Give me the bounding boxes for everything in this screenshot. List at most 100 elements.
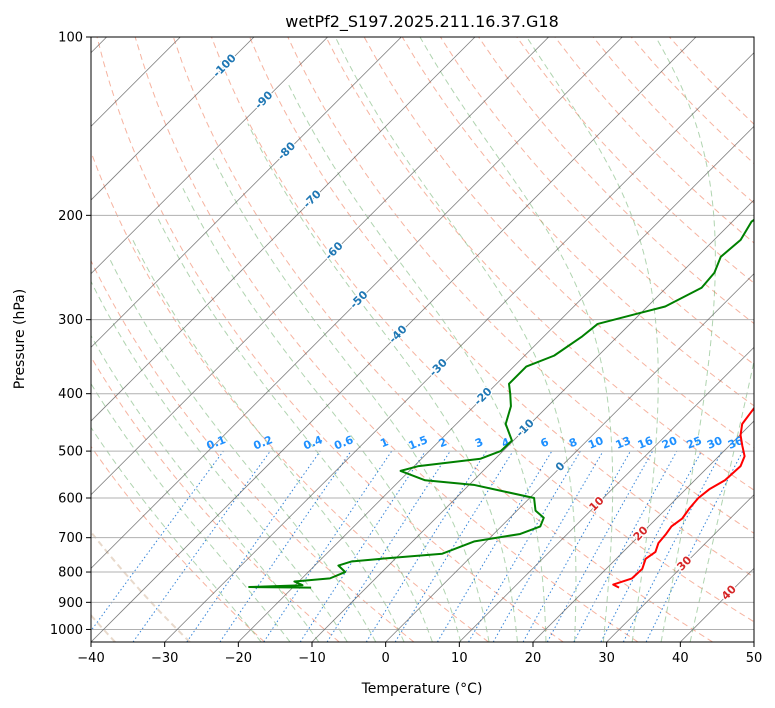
- moist-adiabat-line: [655, 37, 716, 642]
- isotherm-label: -100: [210, 51, 239, 80]
- mixing-ratio-label: 10: [586, 434, 605, 452]
- dry-adiabat-line: [478, 37, 754, 325]
- moist-adiabat-line: [287, 83, 547, 642]
- x-tick-label: −20: [225, 651, 252, 666]
- y-tick-label: 400: [58, 387, 83, 402]
- y-tick-label: 700: [58, 531, 83, 546]
- mixing-ratio-line: [600, 450, 702, 642]
- plot-area: 0.1 0.2 0.4 0.6 1 1.5 2 3 4 6 8 10 13 16 20 25 30 36-100-…: [91, 37, 754, 642]
- dry-adiabat-line: [287, 37, 754, 534]
- dry-adiabat-line: [211, 37, 754, 623]
- moist-adiabat-line: [247, 123, 518, 642]
- temperature-profile: [612, 406, 754, 589]
- y-tick-label: 600: [58, 492, 83, 507]
- mixing-ratio-label: 0.2: [251, 433, 274, 452]
- dry-adiabat-line: [91, 356, 340, 642]
- dry-adiabats: [91, 37, 754, 642]
- isotherms: [91, 37, 754, 642]
- x-tick-label: −40: [77, 651, 104, 666]
- x-axis-ticks: −40 −30 −20 −10 0 10 20 30 40 50: [77, 642, 762, 666]
- adiabat-label: 30: [674, 553, 694, 573]
- moist-adiabat-line: [155, 215, 433, 642]
- dry-adiabat-line: [91, 445, 265, 642]
- mixing-ratio-label: 3: [473, 435, 485, 450]
- isotherm-line: [164, 52, 754, 642]
- dry-adiabat-line: [516, 37, 754, 284]
- mixing-ratio-line: [263, 450, 393, 642]
- isotherm-line: [91, 37, 623, 569]
- dry-adiabat-line: [91, 150, 489, 642]
- dry-adiabat-line: [630, 37, 754, 165]
- chart-title: wetPf2_S197.2025.211.16.37.G18: [285, 12, 559, 32]
- mixing-ratio-line: [436, 450, 553, 642]
- y-tick-label: 200: [58, 209, 83, 224]
- moist-adiabat-line: [108, 256, 377, 642]
- isotherm-label: 0: [553, 459, 568, 474]
- mixing-ratio-label: 30: [705, 434, 724, 452]
- mixing-ratio-line: [132, 450, 271, 642]
- dry-adiabat-line: [172, 37, 713, 642]
- y-tick-label: 900: [58, 596, 83, 611]
- isotherm-line: [91, 37, 255, 201]
- mixing-ratio-label: 0.1: [205, 433, 228, 452]
- x-tick-label: 10: [451, 651, 468, 666]
- dry-adiabat-line: [592, 37, 754, 204]
- isotherm-line: [753, 641, 754, 642]
- dry-adiabat-line: [554, 37, 754, 244]
- isotherm-label: -80: [275, 139, 298, 162]
- adiabat-label: 40: [719, 582, 739, 602]
- moist-adiabat-line: [91, 426, 262, 642]
- mixing-ratio-line: [91, 450, 224, 632]
- isotherm-label: -60: [322, 239, 345, 262]
- isotherm-line: [91, 37, 476, 422]
- moist-adiabat-line: [334, 37, 577, 642]
- isotherm-line: [238, 125, 754, 642]
- x-tick-label: −10: [298, 651, 325, 666]
- isotherm-line: [91, 37, 549, 496]
- mixing-ratio-label: 16: [636, 434, 655, 452]
- moist-adiabat-line: [419, 37, 614, 642]
- isotherm-line: [532, 420, 754, 642]
- dry-adiabat-line: [363, 37, 754, 449]
- isotherm-line: [91, 37, 402, 348]
- moist-adiabats: [91, 37, 754, 642]
- isotherm-line: [91, 37, 328, 275]
- dry-adiabat-line: [96, 37, 564, 642]
- x-tick-label: 40: [672, 651, 689, 666]
- mixing-ratio-label: 8: [567, 435, 579, 450]
- y-tick-label: 500: [58, 445, 83, 460]
- mixing-ratio-line: [326, 450, 451, 642]
- moist-adiabat-line: [91, 334, 320, 642]
- moist-adiabat-line: [91, 382, 291, 642]
- moist-adiabat-line: [689, 358, 754, 642]
- isotherm-label: -90: [252, 88, 275, 111]
- moist-adiabat-line: [182, 188, 462, 642]
- mixing-ratio-label: 0.6: [332, 433, 355, 452]
- moist-adiabat-line: [91, 280, 348, 642]
- mixing-ratio-line: [394, 450, 514, 642]
- dry-adiabat-line: [134, 37, 639, 642]
- isotherm-label: -70: [301, 187, 324, 210]
- background-line-labels: 0.1 0.2 0.4 0.6 1 1.5 2 3 4 6 8 10 13 16 20 25 30 36-100-…: [205, 50, 746, 604]
- mixing-ratio-line: [546, 450, 654, 642]
- x-tick-label: 30: [598, 651, 615, 666]
- mixing-ratio-label: 6: [539, 435, 551, 450]
- mixing-ratio-line: [186, 450, 321, 642]
- moist-adiabat-line: [526, 37, 659, 642]
- mixing-ratio-line: [573, 450, 678, 642]
- y-tick-label: 1000: [50, 623, 83, 638]
- mixing-ratio-lines: [91, 450, 744, 642]
- isotherm-line: [680, 567, 754, 642]
- isotherm-line: [311, 199, 754, 642]
- mixing-ratio-label: 1.5: [407, 433, 430, 452]
- x-tick-label: 50: [746, 651, 763, 666]
- y-tick-label: 300: [58, 313, 83, 328]
- isotherm-line: [606, 494, 754, 642]
- isotherm-line: [91, 37, 697, 642]
- dewpoint-profile: [248, 218, 754, 589]
- mixing-ratio-line: [645, 450, 744, 642]
- dry-adiabat-line: [91, 530, 191, 642]
- moist-adiabat-line: [132, 239, 405, 642]
- isotherm-label: -50: [347, 288, 370, 311]
